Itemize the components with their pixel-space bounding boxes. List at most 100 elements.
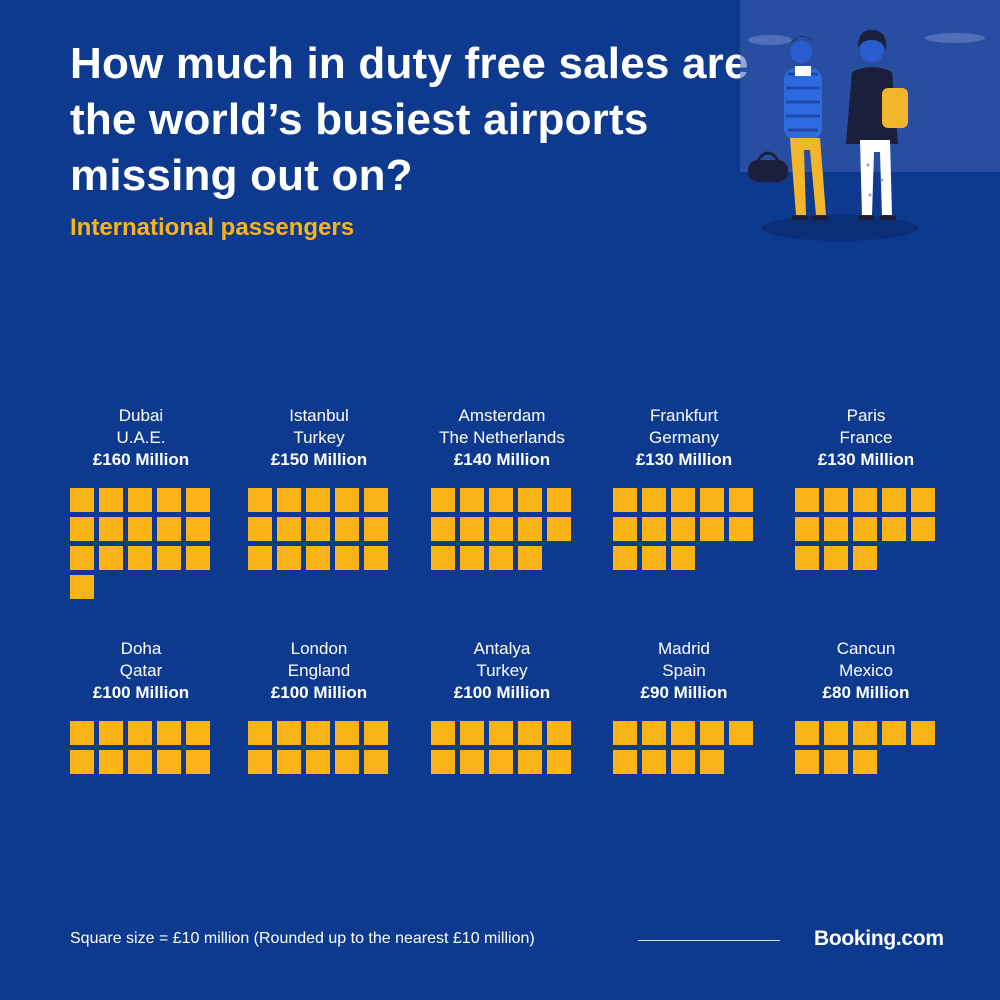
city-name: London [290, 639, 348, 658]
waffle-square [547, 750, 571, 774]
waffle-square [277, 517, 301, 541]
waffle-square [824, 721, 848, 745]
waffle-square [306, 546, 330, 570]
waffle-square [911, 517, 935, 541]
waffle-square [795, 750, 819, 774]
city-name: Cancun [836, 639, 896, 658]
waffle-square [306, 488, 330, 512]
page-title: How much in duty free sales are the worl… [70, 39, 749, 200]
waffle-square [489, 546, 513, 570]
country-name: Turkey [476, 661, 528, 680]
sales-amount: £160 Million [92, 450, 190, 469]
sales-amount: £130 Million [817, 450, 915, 469]
waffle-grid [613, 721, 763, 774]
sales-amount: £130 Million [635, 450, 733, 469]
travelers-illustration [740, 0, 1000, 241]
sales-amount: £100 Million [453, 683, 551, 702]
waffle-square [824, 750, 848, 774]
sales-amount: £100 Million [92, 683, 190, 702]
airport-label: Frankfurt Germany £130 Million [609, 405, 759, 471]
waffle-square [489, 517, 513, 541]
waffle-grid [248, 721, 398, 774]
country-name: Mexico [839, 661, 893, 680]
waffle-square [911, 721, 935, 745]
waffle-square [431, 488, 455, 512]
waffle-square [277, 488, 301, 512]
waffle-square [157, 488, 181, 512]
waffle-square [460, 721, 484, 745]
waffle-square [911, 488, 935, 512]
waffle-square [700, 517, 724, 541]
waffle-square [99, 546, 123, 570]
waffle-square [518, 546, 542, 570]
waffle-square [248, 721, 272, 745]
waffle-square [700, 721, 724, 745]
waffle-square [248, 750, 272, 774]
footer-divider [638, 940, 780, 941]
waffle-square [248, 517, 272, 541]
waffle-square [335, 750, 359, 774]
waffle-square [489, 488, 513, 512]
traveler-right [846, 29, 908, 221]
waffle-square [642, 721, 666, 745]
waffle-square [99, 750, 123, 774]
waffle-grid [795, 488, 945, 570]
waffle-square [729, 488, 753, 512]
city-name: Frankfurt [649, 406, 719, 425]
waffle-square [642, 488, 666, 512]
waffle-square [460, 488, 484, 512]
waffle-square [364, 517, 388, 541]
city-name: Madrid [658, 639, 710, 658]
waffle-square [157, 750, 181, 774]
waffle-square [547, 488, 571, 512]
airport-label: Doha Qatar £100 Million [66, 638, 216, 704]
waffle-square [335, 721, 359, 745]
waffle-square [70, 488, 94, 512]
country-name: Spain [662, 661, 706, 680]
waffle-square [613, 721, 637, 745]
waffle-square [128, 721, 152, 745]
waffle-square [795, 488, 819, 512]
waffle-square [729, 517, 753, 541]
subtitle: International passengers [70, 214, 355, 241]
waffle-square [364, 546, 388, 570]
waffle-grid [248, 488, 398, 570]
waffle-square [642, 546, 666, 570]
waffle-square [700, 488, 724, 512]
waffle-square [306, 750, 330, 774]
waffle-square [306, 517, 330, 541]
sales-amount: £80 Million [822, 683, 910, 702]
waffle-square [824, 517, 848, 541]
waffle-square [518, 750, 542, 774]
sales-amount: £140 Million [453, 450, 551, 469]
country-name: The Netherlands [439, 428, 565, 447]
waffle-square [70, 575, 94, 599]
waffle-square [824, 488, 848, 512]
waffle-square [157, 517, 181, 541]
city-name: Istanbul [289, 406, 349, 425]
waffle-square [128, 750, 152, 774]
airport-label: Paris France £130 Million [791, 405, 941, 471]
waffle-square [642, 517, 666, 541]
waffle-square [460, 750, 484, 774]
waffle-square [518, 517, 542, 541]
waffle-square [128, 546, 152, 570]
waffle-square [853, 750, 877, 774]
waffle-square [364, 721, 388, 745]
waffle-square [431, 517, 455, 541]
airport-label: Antalya Turkey £100 Million [427, 638, 577, 704]
waffle-square [824, 546, 848, 570]
waffle-square [853, 517, 877, 541]
country-name: Qatar [119, 661, 163, 680]
waffle-square [613, 517, 637, 541]
waffle-square [729, 721, 753, 745]
waffle-grid [70, 488, 220, 599]
waffle-square [99, 517, 123, 541]
waffle-square [70, 721, 94, 745]
waffle-square [364, 488, 388, 512]
waffle-square [335, 517, 359, 541]
waffle-grid [795, 721, 945, 774]
square-size-note: Square size = £10 million (Rounded up to… [70, 930, 535, 947]
waffle-square [157, 721, 181, 745]
waffle-square [671, 546, 695, 570]
